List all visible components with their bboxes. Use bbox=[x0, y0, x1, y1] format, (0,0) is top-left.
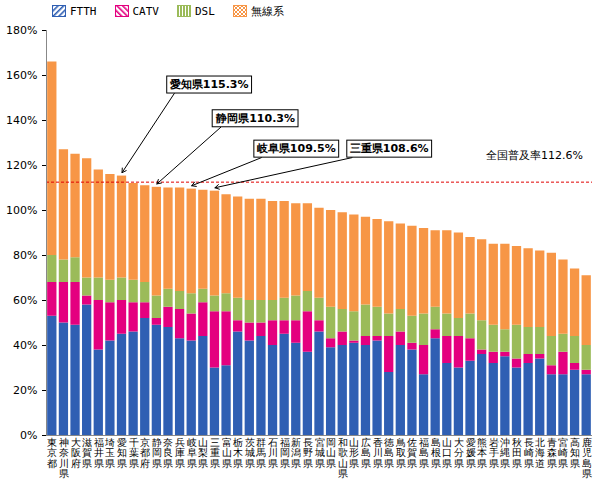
svg-text:全国普及率112.6%: 全国普及率112.6% bbox=[486, 149, 583, 162]
svg-text:長崎県: 長崎県 bbox=[524, 437, 534, 469]
svg-text:滋賀県: 滋賀県 bbox=[82, 437, 92, 469]
svg-text:埼玉県: 埼玉県 bbox=[104, 437, 115, 469]
svg-text:長野県: 長野県 bbox=[303, 437, 313, 469]
svg-text:鹿児島県: 鹿児島県 bbox=[582, 437, 592, 480]
html-text:FTTH: FTTH bbox=[70, 4, 97, 18]
html-text:DSL: DSL bbox=[195, 4, 215, 18]
svg-text:0%: 0% bbox=[20, 429, 37, 442]
html-text:CATV: CATV bbox=[132, 4, 159, 18]
svg-text:40%: 40% bbox=[13, 339, 37, 352]
svg-text:福島県: 福島県 bbox=[419, 437, 429, 469]
svg-text:北海道: 北海道 bbox=[535, 437, 545, 469]
svg-text:神奈川県: 神奈川県 bbox=[59, 437, 69, 480]
svg-text:東京都: 東京都 bbox=[47, 437, 57, 469]
svg-text:大分県: 大分県 bbox=[454, 437, 464, 469]
svg-text:宮城県: 宮城県 bbox=[314, 437, 325, 469]
svg-text:熊本県: 熊本県 bbox=[477, 437, 487, 469]
svg-text:茨城県: 茨城県 bbox=[244, 437, 255, 469]
svg-text:宮崎県: 宮崎県 bbox=[558, 437, 568, 469]
html-text:無線系: 無線系 bbox=[250, 4, 284, 18]
svg-text:秋田県: 秋田県 bbox=[512, 437, 522, 469]
svg-text:山口県: 山口県 bbox=[442, 437, 452, 469]
svg-text:愛知県115.3%: 愛知県115.3% bbox=[170, 78, 249, 91]
svg-text:60%: 60% bbox=[13, 294, 37, 307]
svg-text:佐賀県: 佐賀県 bbox=[407, 437, 417, 469]
svg-text:鳥取県: 鳥取県 bbox=[395, 437, 406, 469]
svg-text:山梨県: 山梨県 bbox=[198, 437, 208, 469]
svg-text:京都府: 京都府 bbox=[140, 437, 150, 469]
svg-text:兵庫県: 兵庫県 bbox=[175, 437, 185, 469]
svg-text:島根県: 島根県 bbox=[431, 437, 441, 469]
svg-text:岩手県: 岩手県 bbox=[489, 437, 499, 469]
svg-text:岡山県: 岡山県 bbox=[326, 437, 336, 469]
svg-text:栃木県: 栃木県 bbox=[233, 437, 243, 469]
svg-text:高知県: 高知県 bbox=[570, 437, 580, 469]
svg-text:広島県: 広島県 bbox=[361, 437, 371, 469]
svg-text:山形県: 山形県 bbox=[349, 437, 359, 469]
svg-text:80%: 80% bbox=[13, 249, 37, 262]
svg-text:福岡県: 福岡県 bbox=[280, 437, 290, 469]
svg-text:三重県: 三重県 bbox=[210, 437, 220, 469]
svg-text:石川県: 石川県 bbox=[268, 437, 278, 469]
svg-text:120%: 120% bbox=[6, 159, 37, 172]
svg-text:群馬県: 群馬県 bbox=[255, 437, 266, 469]
svg-text:180%: 180% bbox=[6, 24, 37, 37]
svg-text:愛知県: 愛知県 bbox=[117, 437, 127, 469]
svg-text:160%: 160% bbox=[6, 69, 37, 82]
svg-text:岐阜県: 岐阜県 bbox=[187, 437, 197, 469]
svg-text:静岡県110.3%: 静岡県110.3% bbox=[215, 112, 295, 125]
svg-text:大阪府: 大阪府 bbox=[71, 437, 81, 469]
svg-text:徳島県: 徳島県 bbox=[384, 437, 394, 469]
svg-text:青森県: 青森県 bbox=[547, 437, 557, 469]
svg-text:沖縄県: 沖縄県 bbox=[499, 437, 510, 469]
svg-text:100%: 100% bbox=[6, 204, 37, 217]
svg-text:福井県: 福井県 bbox=[94, 437, 104, 469]
svg-text:香川県: 香川県 bbox=[373, 437, 383, 469]
svg-text:愛媛県: 愛媛県 bbox=[466, 437, 476, 469]
svg-text:新潟県: 新潟県 bbox=[291, 437, 301, 469]
svg-text:和歌山県: 和歌山県 bbox=[338, 437, 348, 480]
svg-text:静岡県: 静岡県 bbox=[152, 437, 162, 469]
svg-text:千葉県: 千葉県 bbox=[129, 437, 139, 469]
svg-text:20%: 20% bbox=[13, 384, 37, 397]
svg-text:三重県108.6%: 三重県108.6% bbox=[350, 142, 429, 155]
svg-text:富山県: 富山県 bbox=[222, 437, 232, 469]
svg-text:岐阜県109.5%: 岐阜県109.5% bbox=[257, 142, 336, 155]
svg-text:140%: 140% bbox=[6, 114, 37, 127]
svg-text:奈良県: 奈良県 bbox=[163, 437, 173, 469]
